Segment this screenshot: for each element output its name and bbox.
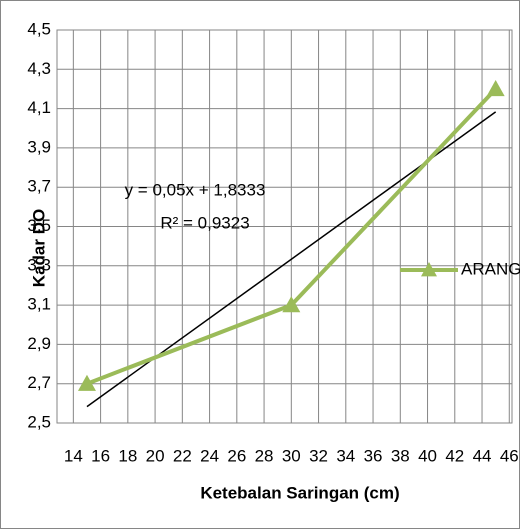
x-tick-label: 18	[118, 446, 137, 465]
y-tick-label: 2,9	[27, 334, 51, 353]
x-tick-label: 20	[146, 446, 165, 465]
y-tick-label: 3,7	[27, 177, 51, 196]
x-tick-label: 14	[64, 446, 83, 465]
x-tick-label: 26	[227, 446, 246, 465]
x-tick-label: 34	[336, 446, 355, 465]
legend-label: ARANG	[461, 259, 520, 278]
x-tick-label: 28	[255, 446, 274, 465]
y-tick-label: 2,7	[27, 373, 51, 392]
y-axis-title: Kadar DO	[29, 209, 48, 287]
x-tick-label: 42	[445, 446, 464, 465]
y-tick-label: 3,5	[27, 216, 51, 235]
marker	[486, 79, 505, 97]
y-tick-label: 3,9	[27, 137, 51, 156]
x-tick-label: 22	[173, 446, 192, 465]
x-axis-title: Ketebalan Saringan (cm)	[200, 483, 399, 502]
x-tick-label: 44	[473, 446, 492, 465]
plot-border	[56, 29, 513, 424]
y-tick-label: 4,5	[27, 19, 51, 38]
legend-marker	[421, 262, 437, 277]
x-tick-label: 38	[391, 446, 410, 465]
x-tick-label: 16	[91, 446, 110, 465]
x-tick-label: 30	[282, 446, 301, 465]
x-tick-label: 46	[500, 446, 519, 465]
trendline-r2: R² = 0,9323	[160, 213, 249, 232]
y-tick-label: 4,1	[27, 98, 51, 117]
x-tick-label: 32	[309, 446, 328, 465]
marker	[282, 296, 301, 313]
y-tick-label: 4,3	[27, 59, 51, 78]
trendline-equation: y = 0,05x + 1,8333	[125, 180, 266, 199]
x-tick-label: 36	[364, 446, 383, 465]
x-tick-label: 24	[200, 446, 219, 465]
y-tick-label: 2,5	[27, 412, 51, 431]
y-tick-label: 3,3	[27, 255, 51, 274]
y-tick-label: 3,1	[27, 295, 51, 314]
marker	[77, 374, 96, 391]
x-tick-label: 40	[418, 446, 437, 465]
